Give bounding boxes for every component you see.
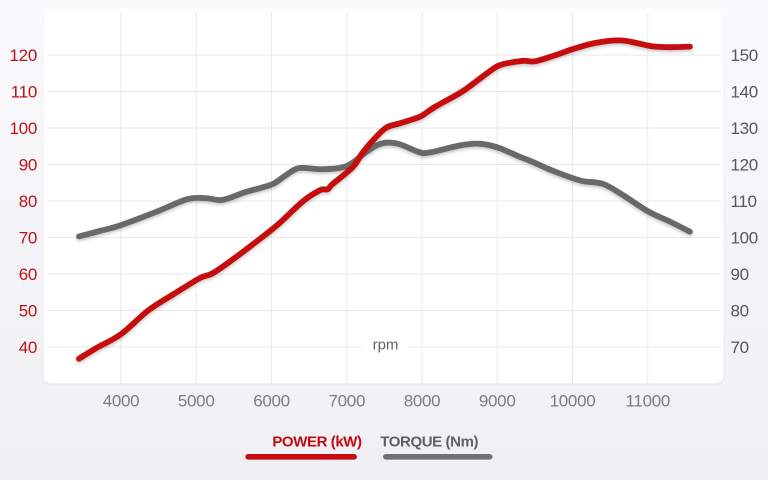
svg-text:40: 40 xyxy=(19,338,37,357)
svg-text:80: 80 xyxy=(731,302,749,321)
svg-text:4000: 4000 xyxy=(103,392,140,411)
svg-text:100: 100 xyxy=(10,119,37,138)
svg-text:POWER (kW): POWER (kW) xyxy=(272,434,362,451)
svg-text:90: 90 xyxy=(731,265,749,284)
svg-text:110: 110 xyxy=(731,192,757,211)
svg-text:5000: 5000 xyxy=(178,392,215,411)
svg-text:60: 60 xyxy=(19,265,37,284)
svg-text:10000: 10000 xyxy=(550,392,596,411)
svg-text:90: 90 xyxy=(19,156,37,175)
svg-text:100: 100 xyxy=(731,229,758,248)
svg-text:6000: 6000 xyxy=(253,392,290,411)
svg-text:120: 120 xyxy=(10,46,37,65)
svg-text:80: 80 xyxy=(19,192,37,211)
svg-text:70: 70 xyxy=(731,338,749,357)
svg-text:TORQUE (Nm): TORQUE (Nm) xyxy=(380,434,478,451)
svg-text:rpm: rpm xyxy=(373,337,399,354)
svg-text:140: 140 xyxy=(731,83,758,102)
svg-text:7000: 7000 xyxy=(328,392,365,411)
svg-text:9000: 9000 xyxy=(479,392,516,411)
svg-text:70: 70 xyxy=(19,229,37,248)
svg-text:50: 50 xyxy=(19,302,37,321)
svg-text:110: 110 xyxy=(11,83,37,102)
svg-text:11000: 11000 xyxy=(626,392,671,411)
svg-text:8000: 8000 xyxy=(404,392,441,411)
svg-text:120: 120 xyxy=(731,156,758,175)
svg-text:130: 130 xyxy=(731,119,758,138)
svg-text:150: 150 xyxy=(731,46,758,65)
